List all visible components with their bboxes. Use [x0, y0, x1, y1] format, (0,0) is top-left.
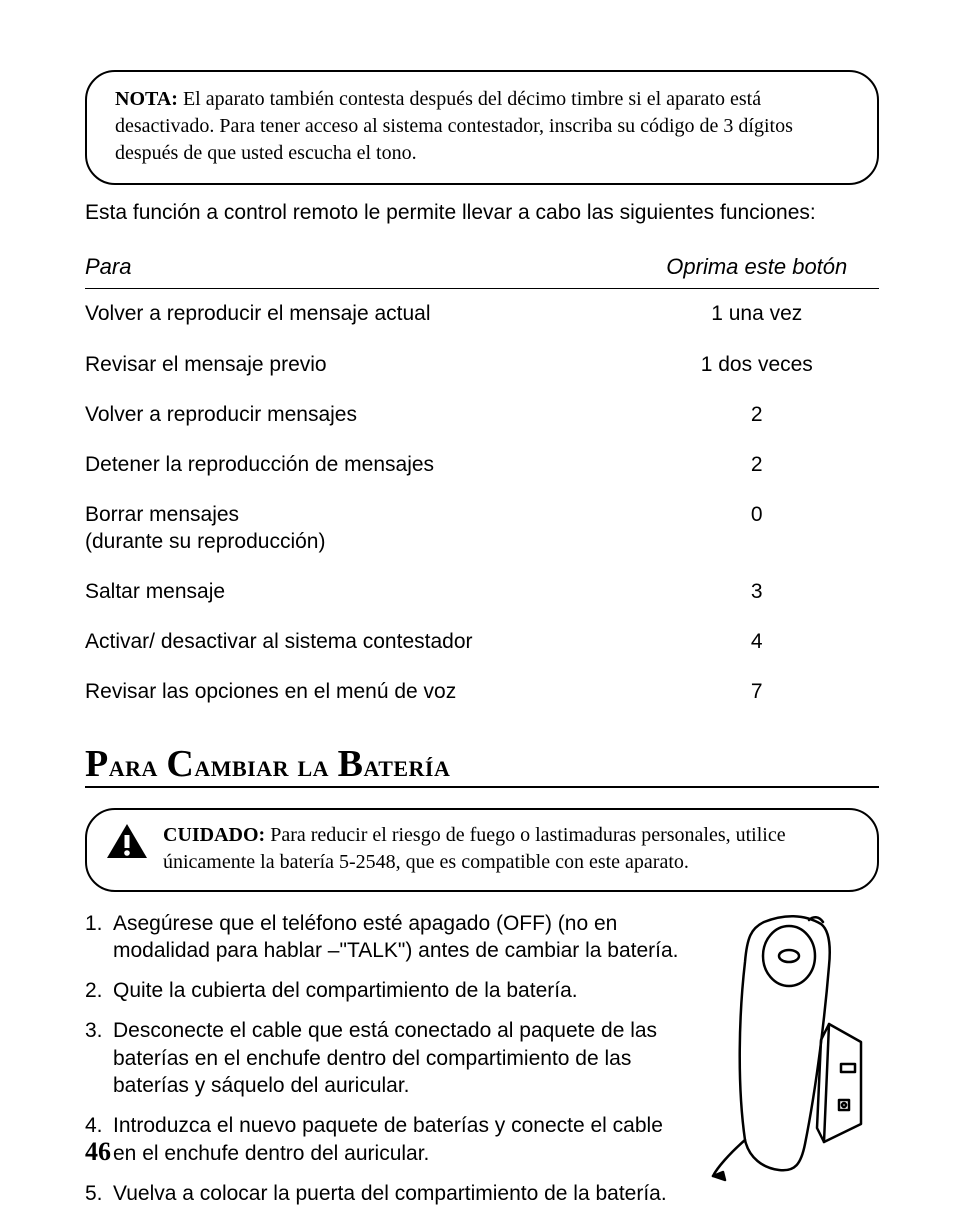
table-cell-btn: 0 — [575, 490, 879, 567]
table-cell-para: Borrar mensajes (durante su reproducción… — [85, 490, 575, 567]
table-row: Volver a reproducir el mensaje actual1 u… — [85, 289, 879, 340]
note-box: NOTA: El aparato también contesta despué… — [85, 70, 879, 185]
warning-label: CUIDADO: — [163, 824, 265, 846]
intro-line: Esta función a control remoto le permite… — [85, 199, 879, 226]
table-row: Revisar las opciones en el menú de voz7 — [85, 667, 879, 717]
step-text: Asegúrese que el teléfono esté apagado (… — [113, 910, 689, 965]
step-number: 2. — [85, 977, 113, 1004]
battery-steps-list: 1.Asegúrese que el teléfono esté apagado… — [85, 910, 689, 1220]
step-text: Introduzca el nuevo paquete de baterías … — [113, 1112, 689, 1167]
table-row: Activar/ desactivar al sistema contestad… — [85, 617, 879, 667]
table-cell-para: Revisar el mensaje previo — [85, 340, 575, 390]
table-header-btn: Oprima este botón — [575, 248, 879, 289]
table-row: Borrar mensajes (durante su reproducción… — [85, 490, 879, 567]
step-item: 2.Quite la cubierta del compartimiento d… — [85, 977, 689, 1004]
phone-illustration — [709, 914, 879, 1184]
step-text: Desconecte el cable que está conectado a… — [113, 1017, 689, 1099]
note-label: NOTA: — [115, 88, 178, 110]
table-row: Saltar mensaje3 — [85, 567, 879, 617]
table-cell-para: Activar/ desactivar al sistema contestad… — [85, 617, 575, 667]
step-text: Quite la cubierta del compartimiento de … — [113, 977, 689, 1004]
table-cell-btn: 2 — [575, 390, 879, 440]
remote-functions-table: Para Oprima este botón Volver a reproduc… — [85, 248, 879, 717]
step-item: 4.Introduzca el nuevo paquete de batería… — [85, 1112, 689, 1167]
table-cell-para: Volver a reproducir mensajes — [85, 390, 575, 440]
table-header-para: Para — [85, 248, 575, 289]
step-item: 3.Desconecte el cable que está conectado… — [85, 1017, 689, 1099]
table-cell-btn: 1 una vez — [575, 289, 879, 340]
section-heading-change-battery: Para Cambiar la Batería — [85, 742, 879, 788]
step-number: 3. — [85, 1017, 113, 1099]
table-row: Revisar el mensaje previo1 dos veces — [85, 340, 879, 390]
step-number: 1. — [85, 910, 113, 965]
step-number: 5. — [85, 1180, 113, 1207]
page-number: 46 — [85, 1137, 111, 1167]
table-cell-para: Saltar mensaje — [85, 567, 575, 617]
table-cell-para: Revisar las opciones en el menú de voz — [85, 667, 575, 717]
warning-box: CUIDADO: Para reducir el riesgo de fuego… — [85, 808, 879, 892]
table-cell-btn: 7 — [575, 667, 879, 717]
step-text: Vuelva a colocar la puerta del compartim… — [113, 1180, 689, 1207]
table-cell-btn: 2 — [575, 440, 879, 490]
table-row: Volver a reproducir mensajes2 — [85, 390, 879, 440]
table-cell-btn: 3 — [575, 567, 879, 617]
warning-text: CUIDADO: Para reducir el riesgo de fuego… — [163, 822, 853, 876]
step-item: 5.Vuelva a colocar la puerta del compart… — [85, 1180, 689, 1207]
step-item: 1.Asegúrese que el teléfono esté apagado… — [85, 910, 689, 965]
table-cell-para: Detener la reproducción de mensajes — [85, 440, 575, 490]
table-cell-btn: 1 dos veces — [575, 340, 879, 390]
table-cell-btn: 4 — [575, 617, 879, 667]
table-row: Detener la reproducción de mensajes2 — [85, 440, 879, 490]
warning-icon — [105, 822, 149, 862]
note-text: El aparato también contesta después del … — [115, 88, 793, 164]
table-cell-para: Volver a reproducir el mensaje actual — [85, 289, 575, 340]
